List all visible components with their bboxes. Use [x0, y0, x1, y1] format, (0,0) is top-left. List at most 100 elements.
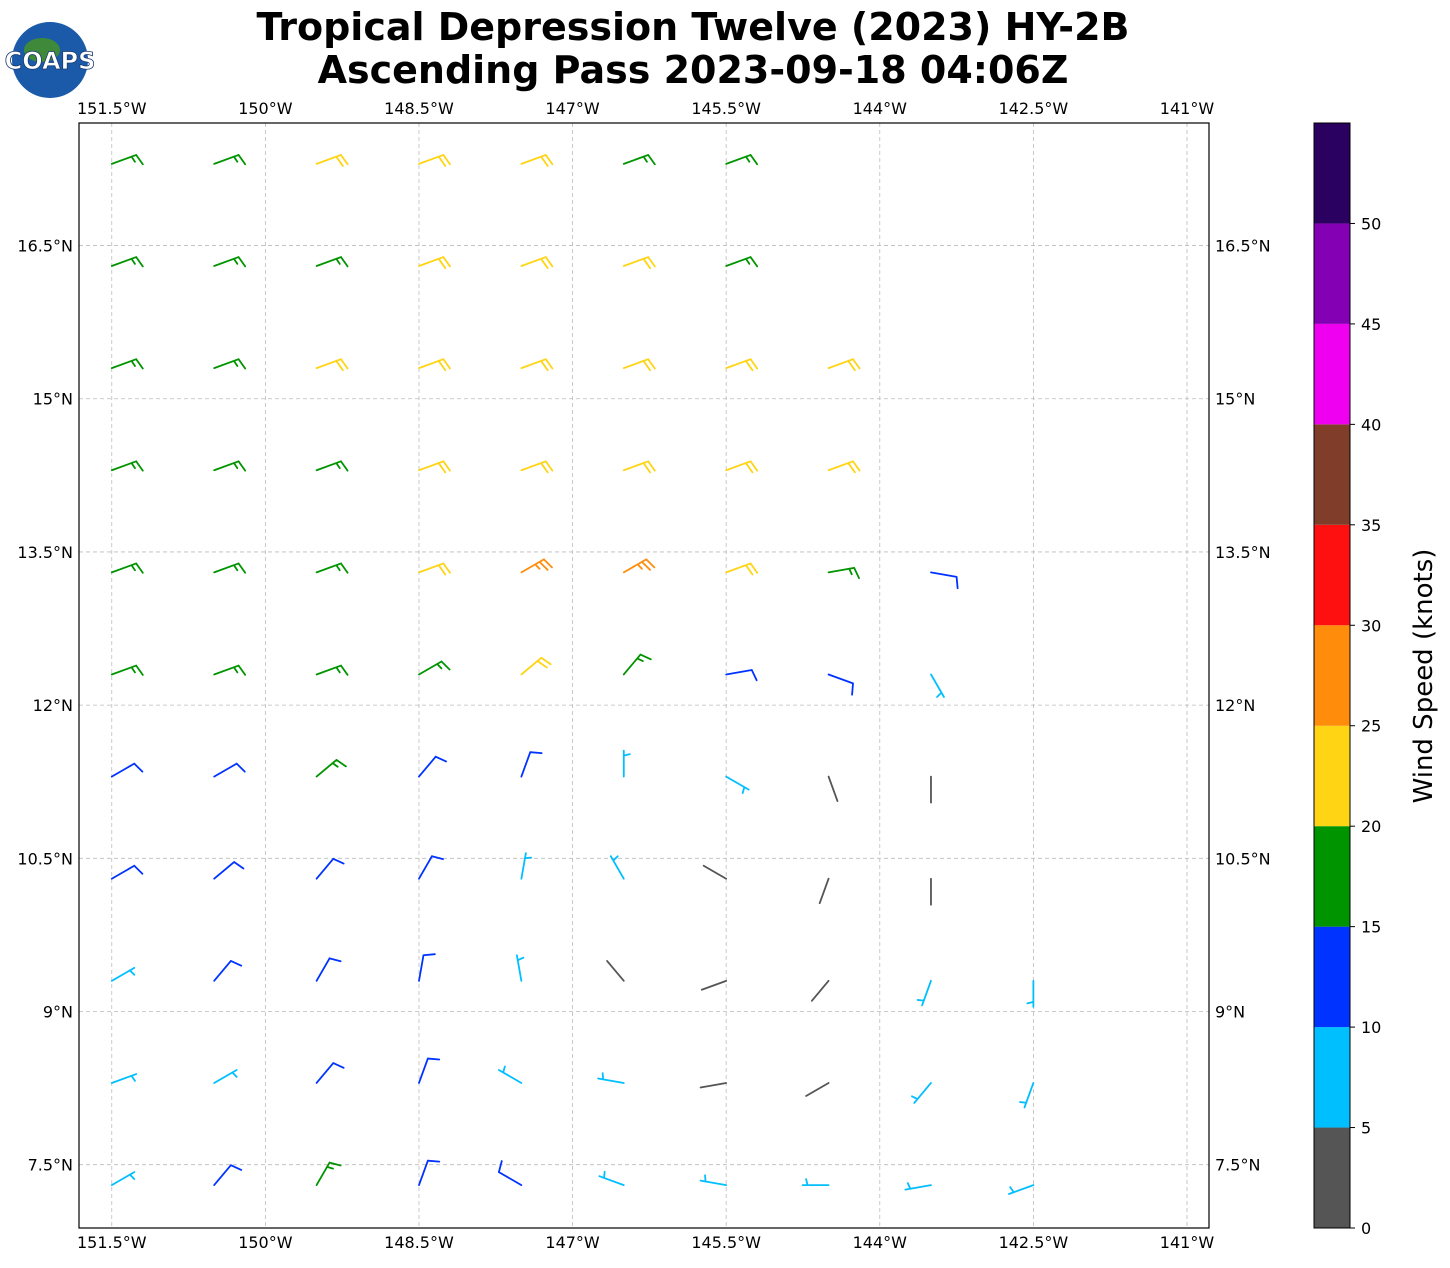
wind-barb [827, 460, 861, 474]
wind-barb [725, 358, 759, 372]
wind-barb [315, 1062, 345, 1084]
tick-labels: 151.5°W 151.5°W 150°W 150°W 148.5°W 148.5°W 14… [17, 99, 1270, 1252]
wind-barb [110, 966, 136, 982]
colorbar-tick-label: 20 [1361, 817, 1381, 836]
logo: COAPS [4, 22, 96, 98]
wind-barb [725, 669, 758, 682]
y-tick-label: 9°N [43, 1002, 73, 1021]
wind-barb [827, 673, 854, 696]
y-tick-label: 7.5°N [1215, 1156, 1260, 1175]
y-tick-label: 15°N [1215, 390, 1255, 409]
wind-barb [110, 358, 144, 370]
wind-barb [622, 460, 656, 474]
wind-barb [213, 460, 247, 472]
wind-barb [622, 154, 656, 166]
wind-barb [213, 664, 247, 676]
wind-barb [1008, 1184, 1035, 1195]
wind-barb [520, 751, 543, 778]
wind-barb [213, 562, 247, 574]
y-tick-label: 16.5°N [17, 237, 73, 256]
wind-barb [699, 1174, 728, 1187]
wind-barb [699, 1082, 728, 1089]
wind-barb [418, 660, 451, 676]
colorbar-bin [1314, 625, 1350, 726]
wind-barb [520, 358, 554, 372]
x-tick-label: 148.5°W [384, 1233, 454, 1252]
wind-barb [622, 558, 656, 574]
y-tick-label: 13.5°N [17, 543, 73, 562]
logo-text: COAPS [5, 47, 96, 75]
wind-barb [497, 1065, 523, 1084]
wind-barb [110, 664, 144, 676]
wind-barb [213, 1164, 243, 1187]
wind-barb [418, 256, 451, 270]
wind-barb [418, 154, 451, 167]
wind-barb [520, 558, 553, 574]
wind-barb [725, 775, 750, 794]
colorbar-tick-label: 40 [1361, 415, 1381, 434]
y-tick-label: 15°N [33, 390, 73, 409]
x-tick-label: 150°W [238, 99, 293, 118]
wind-barb [213, 358, 247, 370]
wind-barb [725, 562, 759, 576]
colorbar-tick-label: 45 [1361, 315, 1381, 334]
colorbar-bin [1314, 223, 1350, 324]
wind-barb [213, 256, 247, 268]
colorbar-bin [1314, 926, 1350, 1028]
wind-barb [418, 562, 451, 576]
colorbar-bin [1314, 826, 1350, 927]
colorbar-tick-label: 25 [1361, 717, 1381, 736]
wind-barb [916, 979, 932, 1007]
wind-barb [315, 256, 349, 268]
colorbar-bin [1314, 123, 1350, 224]
colorbar-tick-label: 5 [1361, 1119, 1371, 1138]
colorbar-frame [1313, 122, 1351, 1229]
grid [79, 123, 1209, 1228]
wind-barb [904, 1182, 932, 1191]
wind-barb [598, 1170, 625, 1187]
wind-barb [315, 460, 349, 472]
y-tick-label: 7.5°N [28, 1156, 73, 1175]
wind-barb [520, 852, 533, 880]
wind-barb [827, 775, 839, 802]
y-tick-label: 10.5°N [17, 849, 73, 868]
colorbar-tick-label: 35 [1361, 516, 1381, 535]
wind-barb [110, 256, 144, 268]
x-tick-label: 147°W [545, 1233, 600, 1252]
wind-barb [418, 755, 447, 778]
x-tick-label: 150°W [238, 1233, 293, 1252]
wind-barb [515, 954, 525, 982]
wind-barb [930, 571, 959, 590]
colorbar: 0 5 10 15 20 25 30 35 40 45 50 [1313, 122, 1381, 1238]
wind-barb [315, 154, 349, 167]
wind-barb [418, 953, 436, 982]
wind-barb [700, 979, 728, 991]
wind-barb [827, 358, 861, 372]
wind-barb [805, 1082, 830, 1097]
wind-barb [520, 656, 552, 676]
colorbar-bin [1314, 424, 1350, 525]
wind-barb [818, 877, 830, 905]
chart-subtitle: Ascending Pass 2023-09-18 04:06Z [318, 48, 1069, 92]
wind-barb [520, 256, 554, 270]
wind-barb [930, 673, 945, 698]
x-tick-label: 145.5°W [691, 99, 761, 118]
colorbar-bin [1314, 323, 1350, 425]
colorbar-tick-label: 10 [1361, 1018, 1381, 1037]
x-tick-label: 141°W [1160, 1233, 1215, 1252]
wind-barb [110, 864, 144, 880]
wind-barb [110, 154, 144, 166]
wind-barb [213, 960, 243, 982]
colorbar-tick-label: 0 [1361, 1219, 1371, 1238]
wind-barb [315, 358, 349, 372]
wind-barb [725, 256, 759, 268]
colorbar-tick-label: 50 [1361, 214, 1381, 233]
colorbar-bin [1314, 1127, 1350, 1228]
wind-barb [213, 154, 247, 166]
wind-barb [1019, 1082, 1035, 1109]
x-tick-label: 151.5°W [77, 99, 147, 118]
x-tick-label: 142.5°W [999, 99, 1069, 118]
colorbar-bin [1314, 725, 1350, 827]
y-tick-label: 16.5°N [1215, 237, 1271, 256]
